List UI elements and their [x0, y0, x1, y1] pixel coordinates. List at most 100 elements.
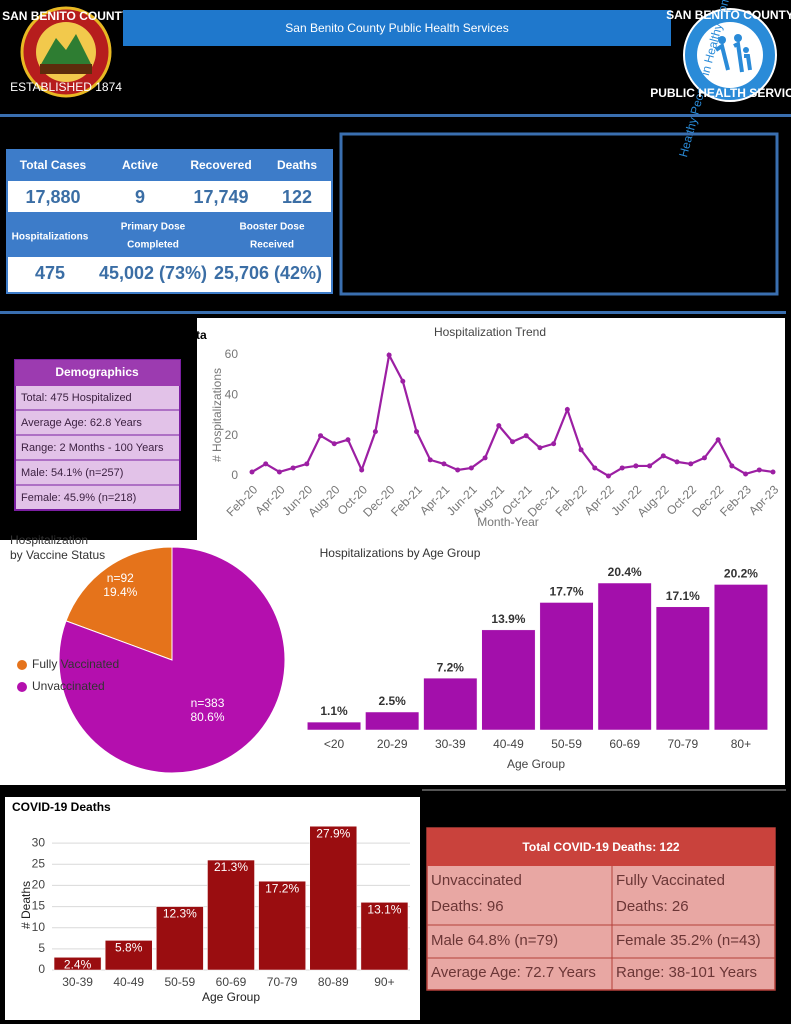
demographics-row: Total: 475 Hospitalized	[21, 392, 132, 404]
value-label: 7.2%	[437, 660, 465, 674]
section-title: ta	[196, 328, 207, 342]
page-title: San Benito County Public Health Services	[285, 21, 508, 35]
point	[770, 469, 776, 475]
logo-figure	[718, 36, 726, 44]
value-label: 17.1%	[666, 589, 700, 603]
table-cell: Fully Vaccinated	[616, 872, 725, 889]
point	[756, 467, 762, 473]
logo-ground	[40, 64, 92, 74]
bar	[307, 721, 362, 731]
point	[455, 467, 461, 473]
x-tick-label: 80-89	[318, 975, 349, 989]
divider	[0, 114, 791, 117]
table-header-row	[7, 150, 332, 181]
x-tick-label: 40-49	[113, 975, 144, 989]
demographics-row: Average Age: 62.8 Years	[21, 417, 142, 429]
point	[729, 463, 735, 469]
legend-swatch	[17, 682, 27, 692]
pie-slice	[65, 546, 173, 661]
percent-label: 12.3%	[163, 907, 197, 921]
logo-figure	[734, 34, 742, 42]
point	[674, 459, 680, 465]
y-tick-label: 30	[32, 835, 46, 849]
y-tick-label: 15	[32, 899, 46, 913]
point	[427, 457, 433, 463]
table-header: Deaths	[277, 158, 317, 172]
point	[578, 447, 584, 453]
bar	[258, 880, 306, 971]
demographics-row: Range: 2 Months - 100 Years	[21, 442, 164, 454]
logo-center	[697, 22, 763, 88]
demographics-header	[15, 360, 180, 386]
trend-panel	[197, 318, 785, 540]
value-label: 13.9%	[491, 612, 525, 626]
title-banner	[123, 10, 671, 46]
x-tick-label: 20-29	[377, 737, 408, 751]
percent-label: 21.3%	[214, 860, 248, 874]
bar	[365, 711, 420, 731]
percent-label: 27.9%	[316, 826, 350, 840]
table-value: 475	[35, 263, 65, 283]
demographics-title: Demographics	[55, 365, 139, 379]
point	[496, 423, 502, 429]
legend-label: Fully Vaccinated	[32, 657, 119, 671]
demographics-row: Female: 45.9% (n=218)	[21, 492, 136, 504]
divider	[422, 789, 786, 791]
point	[592, 465, 598, 471]
table-header: Primary Dose	[121, 222, 186, 233]
y-tick-label: 20	[32, 878, 46, 892]
point	[304, 461, 310, 467]
left-logo: SAN BENITO COUNTY ESTABLISHED 1874	[2, 6, 130, 98]
chart-title: Hospitalization	[10, 533, 88, 547]
value-label: n=92	[107, 571, 134, 585]
y-tick-label: 60	[225, 347, 239, 361]
point	[647, 463, 653, 469]
demographics: Demographics Total: 475 Hospitalized Ave…	[14, 359, 181, 511]
point	[400, 378, 406, 384]
bar	[655, 606, 710, 731]
table-header: Recovered	[190, 158, 251, 172]
point	[249, 469, 255, 475]
point	[688, 461, 694, 467]
point	[359, 467, 365, 473]
bar	[539, 602, 594, 731]
table-header-row	[7, 212, 332, 257]
point	[633, 463, 639, 469]
x-tick-label: 40-49	[493, 737, 524, 751]
table-title: Total COVID-19 Deaths: 122	[522, 840, 679, 854]
table-header: Active	[122, 158, 158, 172]
y-tick-label: 5	[38, 941, 45, 955]
x-axis-label: Month-Year	[477, 515, 539, 529]
x-axis-label: Age Group	[202, 990, 260, 1004]
value-label: 1.1%	[320, 704, 348, 718]
table-header: Completed	[127, 240, 179, 251]
value-label: 20.4%	[608, 565, 642, 579]
table-value: 45,002 (73%)	[99, 263, 207, 283]
point	[715, 437, 721, 443]
legend-label: Unvaccinated	[32, 679, 105, 693]
percent-label: 80.6%	[191, 710, 225, 724]
table-value: 122	[282, 187, 312, 207]
table-cell: Male 64.8% (n=79)	[431, 932, 558, 949]
y-tick-label: 0	[231, 468, 238, 482]
table-header: Booster Dose	[239, 222, 304, 233]
right-logo: Healthy People in Healthy Communities SA…	[650, 0, 791, 159]
table-header-row	[427, 828, 775, 866]
x-tick-label: 50-59	[165, 975, 196, 989]
legend-swatch	[17, 660, 27, 670]
bar	[309, 825, 358, 971]
logo-text: SAN BENITO COUNTY	[666, 8, 791, 22]
x-tick-label: 50-59	[551, 737, 582, 751]
x-tick-label: 30-39	[62, 975, 93, 989]
point	[743, 471, 749, 477]
table-cell: Unvaccinated	[431, 872, 522, 889]
y-tick-label: 10	[32, 920, 46, 934]
chart-title: Hospitalizations by Age Group	[320, 546, 481, 560]
bar	[481, 629, 536, 731]
x-tick-label: 70-79	[667, 737, 698, 751]
value-label: 17.7%	[550, 585, 584, 599]
bar	[156, 906, 204, 971]
x-tick-label: 60-69	[609, 737, 640, 751]
